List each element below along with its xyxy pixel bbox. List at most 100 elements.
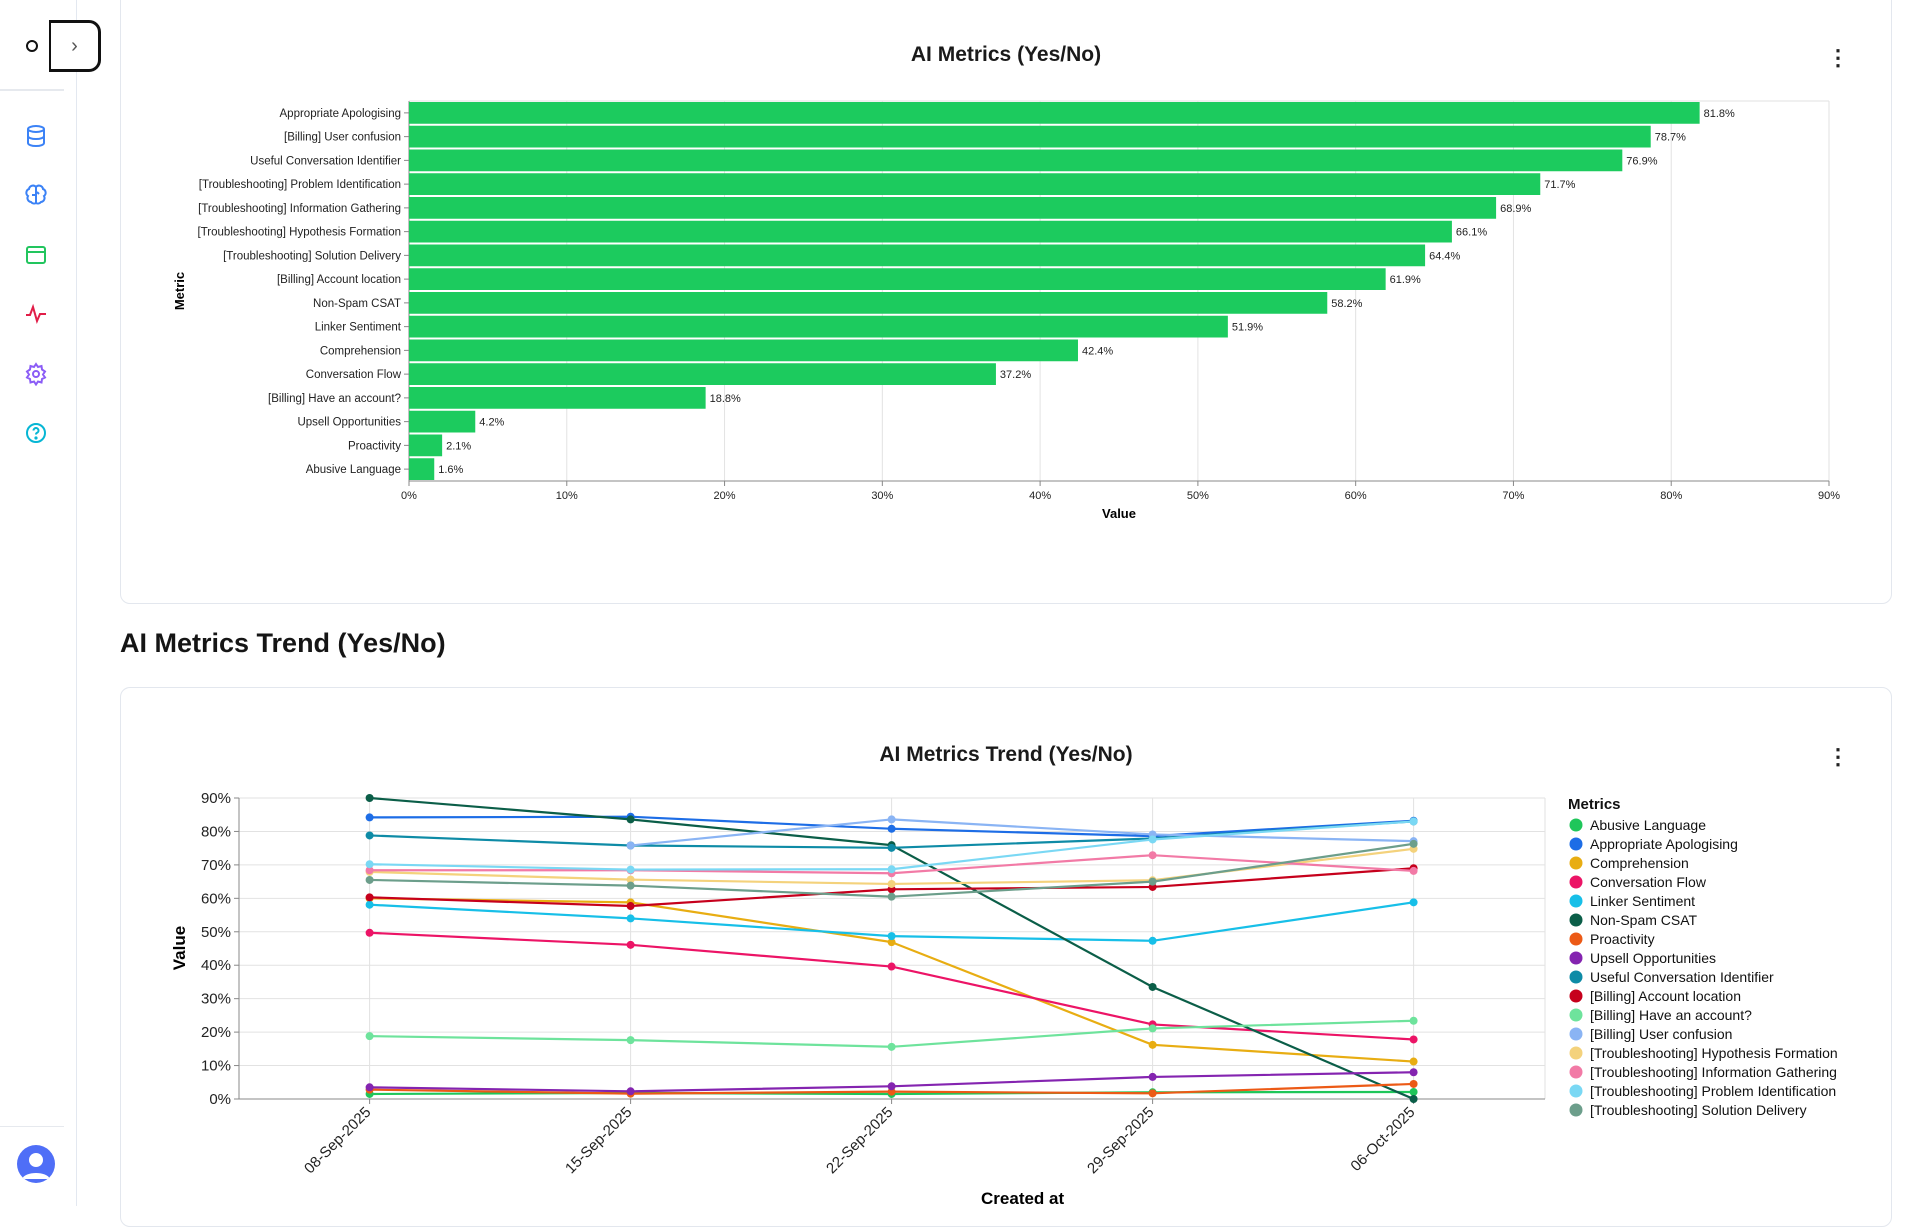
legend-swatch: [1569, 951, 1583, 965]
bar-chart-menu-button[interactable]: ⋮: [1827, 47, 1849, 69]
brain-icon[interactable]: [24, 183, 48, 207]
line-chart: 0% 10% 20% 30% 40% 50% 60% 70% 80% 90% 08-Sep-2025…: [170, 790, 1838, 1208]
legend-item: [Troubleshooting] Hypothesis Formation: [1590, 1045, 1838, 1061]
data-point: [626, 815, 635, 824]
data-point: [1148, 851, 1157, 860]
x-axis-title: Created at: [981, 1189, 1064, 1208]
y-tick-label: [Troubleshooting] Information Gathering: [198, 203, 401, 215]
activity-pulse-icon[interactable]: [24, 302, 48, 326]
legend-item: [Billing] Account location: [1590, 988, 1741, 1004]
data-point: [1148, 1040, 1157, 1049]
data-point: [626, 875, 635, 884]
bar: [409, 363, 996, 385]
legend-item: Non-Spam CSAT: [1590, 912, 1698, 928]
y-tick-label: [Troubleshooting] Hypothesis Formation: [198, 227, 401, 239]
data-point: [365, 1083, 374, 1092]
bar: [409, 197, 1497, 219]
bar: [409, 315, 1228, 338]
kebab-menu-icon: ⋮: [1827, 744, 1849, 769]
bar: [409, 292, 1328, 314]
legend-swatch: [1569, 1008, 1583, 1022]
y-axis-title: Value: [170, 926, 189, 970]
y-tick-label: 40%: [201, 957, 231, 974]
data-point: [626, 940, 635, 949]
y-tick-label: 10%: [201, 1058, 231, 1075]
legend-swatch: [1569, 856, 1583, 870]
legend-swatch: [1569, 970, 1583, 984]
y-tick-label: 30%: [201, 991, 231, 1008]
legend-item: [Troubleshooting] Solution Delivery: [1590, 1102, 1807, 1118]
legend-swatch: [1569, 1084, 1583, 1098]
y-tick-label: [Billing] User confusion: [284, 132, 401, 144]
y-tick-label: 0%: [209, 1091, 231, 1108]
x-tick-label: 10%: [556, 490, 578, 502]
trend-chart-menu-button[interactable]: ⋮: [1827, 746, 1849, 768]
legend-swatch: [1569, 837, 1583, 851]
data-point: [887, 962, 896, 971]
data-point: [626, 1036, 635, 1045]
data-point: [1148, 835, 1157, 844]
data-point: [626, 841, 635, 850]
help-circle-icon[interactable]: [24, 421, 48, 445]
x-tick-label: 15-Sep-2025: [562, 1104, 635, 1177]
bar: [409, 458, 435, 480]
data-point: [1409, 839, 1418, 848]
y-tick-label: Non-Spam CSAT: [313, 298, 401, 310]
data-point: [887, 892, 896, 901]
database-icon[interactable]: [24, 124, 48, 148]
legend-item: [Billing] Have an account?: [1590, 1007, 1752, 1023]
data-point: [365, 794, 374, 802]
bar-chart: 0% 10% 20% 30% 40% 50% 60% 70% 80% 90% Appropriate…: [172, 100, 1840, 521]
bar: [409, 268, 1386, 290]
data-point: [365, 860, 374, 869]
data-point: [887, 815, 896, 824]
bar: [409, 220, 1452, 243]
y-tick-label: Useful Conversation Identifier: [250, 155, 401, 167]
data-point: [1148, 936, 1157, 945]
data-label: 81.8%: [1704, 108, 1735, 120]
data-label: 64.4%: [1429, 250, 1460, 262]
data-label: 58.2%: [1331, 298, 1362, 310]
expand-sidebar-button[interactable]: ›: [49, 20, 101, 72]
y-tick-label: 20%: [201, 1024, 231, 1041]
y-tick-label: Appropriate Apologising: [280, 108, 401, 120]
data-point: [365, 1032, 374, 1041]
data-label: 2.1%: [446, 440, 471, 452]
data-point: [1409, 1079, 1418, 1088]
x-tick-label: 08-Sep-2025: [301, 1104, 374, 1177]
gear-icon[interactable]: [24, 362, 48, 386]
legend-swatch: [1569, 932, 1583, 946]
data-label: 68.9%: [1500, 203, 1531, 215]
data-label: 1.6%: [438, 464, 463, 476]
data-point: [365, 900, 374, 909]
legend-item: [Troubleshooting] Problem Identification: [1590, 1083, 1836, 1099]
legend-item: Linker Sentiment: [1590, 893, 1695, 909]
bar-chart-title: AI Metrics (Yes/No): [910, 43, 1102, 66]
legend-swatch: [1569, 1065, 1583, 1079]
legend-item: Comprehension: [1590, 855, 1689, 871]
data-point: [1409, 1087, 1418, 1096]
legend-swatch: [1569, 818, 1583, 832]
data-point: [365, 831, 374, 840]
data-point: [1148, 1072, 1157, 1081]
legend-swatch: [1569, 894, 1583, 908]
y-tick-label: 90%: [201, 790, 231, 807]
user-avatar[interactable]: [17, 1145, 55, 1183]
y-tick-label: Abusive Language: [306, 464, 401, 476]
browser-window-icon[interactable]: [24, 243, 48, 267]
x-tick-label: 60%: [1345, 490, 1367, 502]
legend-swatch: [1569, 913, 1583, 927]
data-point: [887, 1042, 896, 1051]
legend-swatch: [1569, 989, 1583, 1003]
data-label: 42.4%: [1082, 345, 1113, 357]
bar: [409, 387, 706, 409]
data-point: [887, 938, 896, 947]
sidebar: ›: [0, 0, 101, 1206]
y-tick-label: 80%: [201, 823, 231, 840]
bar: [409, 434, 443, 457]
legend-swatch: [1569, 1046, 1583, 1060]
logo-icon: [26, 40, 38, 52]
data-label: 71.7%: [1544, 179, 1575, 191]
data-point: [1148, 877, 1157, 886]
data-label: 78.7%: [1655, 132, 1686, 144]
